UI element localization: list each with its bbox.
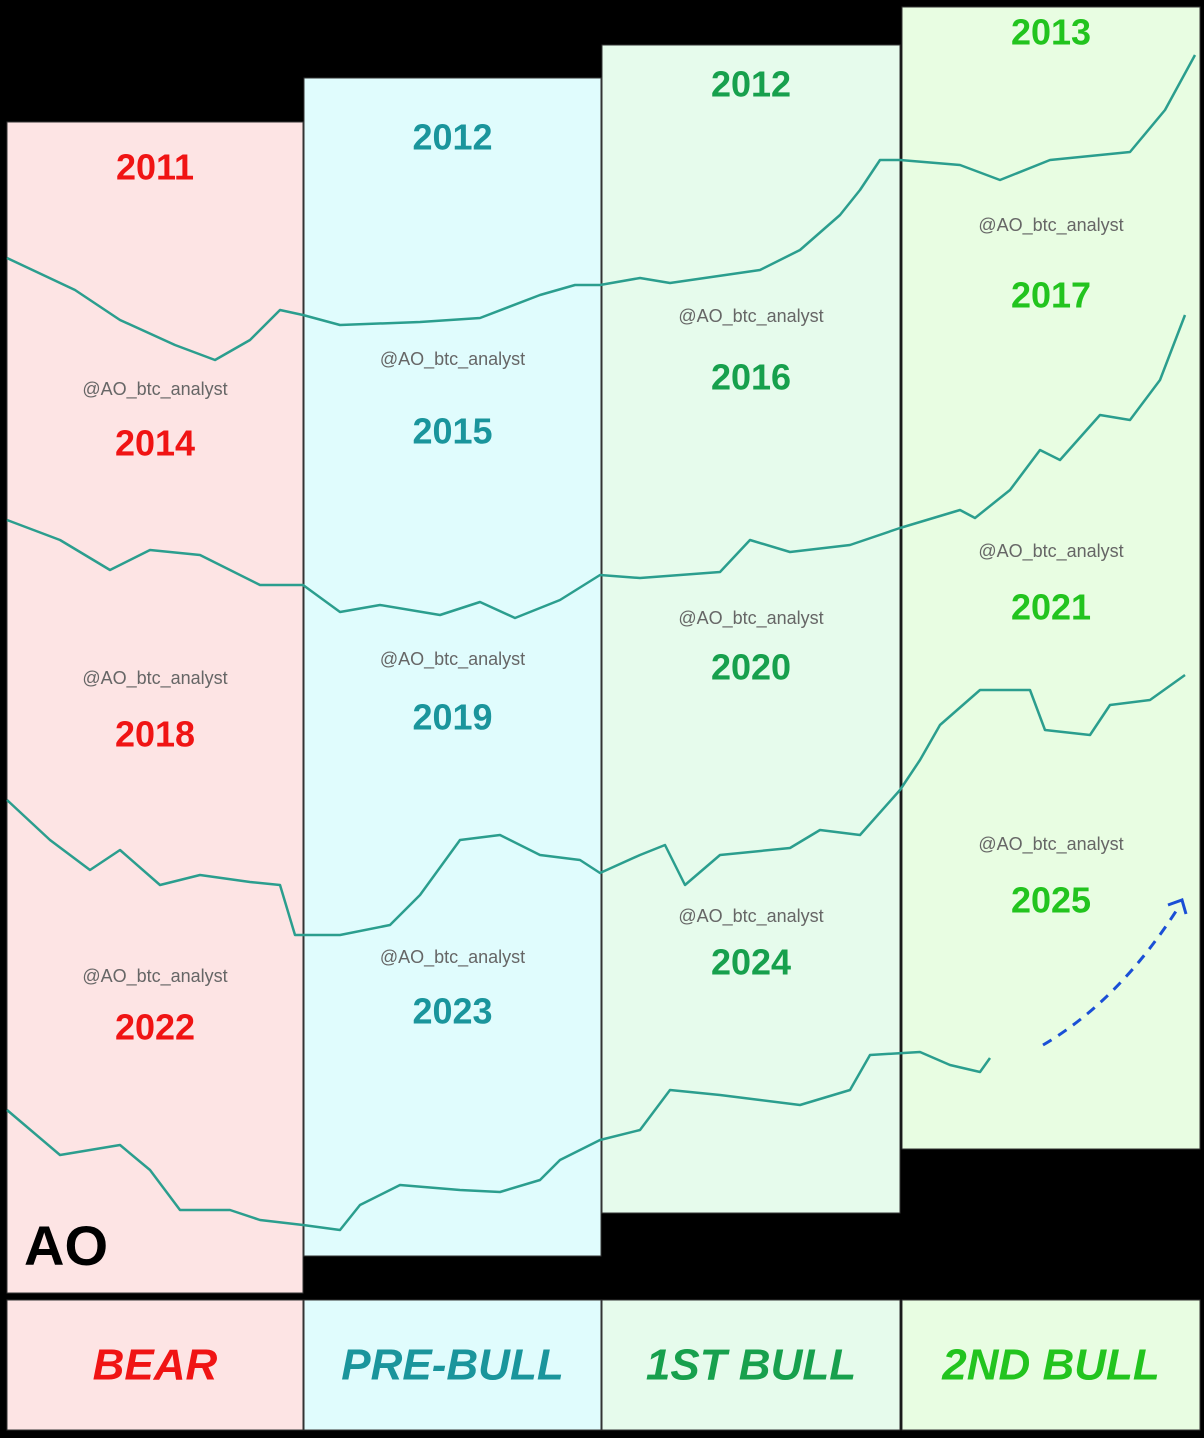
- phase-label: 2ND BULL: [941, 1341, 1160, 1390]
- watermark: @AO_btc_analyst: [380, 349, 525, 370]
- phase-panel: [601, 44, 901, 1214]
- year-label: 2011: [116, 147, 194, 188]
- watermark: @AO_btc_analyst: [678, 306, 823, 327]
- year-label: 2013: [1011, 12, 1091, 53]
- year-label: 2014: [115, 423, 195, 464]
- watermark: @AO_btc_analyst: [82, 379, 227, 400]
- phase-cell: [601, 1299, 901, 1431]
- year-label: 2012: [711, 64, 791, 105]
- year-label: 2024: [711, 942, 791, 983]
- phase-panel: [303, 77, 602, 1257]
- phase-label: 1ST BULL: [646, 1341, 856, 1390]
- price-path: [6, 1050, 992, 1232]
- watermark: @AO_btc_analyst: [82, 966, 227, 987]
- arrow-head: [1167, 898, 1188, 915]
- year-label: 2015: [412, 411, 492, 452]
- price-paths: [6, 54, 1197, 1232]
- watermark: @AO_btc_analyst: [978, 215, 1123, 236]
- watermark: @AO_btc_analyst: [978, 541, 1123, 562]
- projection-arrow: [1042, 904, 1182, 1047]
- watermark: @AO_btc_analyst: [82, 668, 227, 689]
- phase-panel: [6, 121, 304, 1294]
- year-label: 2012: [412, 117, 492, 158]
- year-label: 2023: [412, 991, 492, 1032]
- watermark: @AO_btc_analyst: [380, 947, 525, 968]
- price-path: [6, 54, 1197, 362]
- phase-cell: [6, 1299, 304, 1431]
- year-label: 2020: [711, 647, 791, 688]
- year-label: 2018: [115, 714, 195, 755]
- year-label: 2022: [115, 1007, 195, 1048]
- brand: AO: [24, 1214, 108, 1277]
- phase-label: PRE-BULL: [341, 1341, 563, 1390]
- phase-label: BEAR: [93, 1341, 218, 1390]
- watermark: @AO_btc_analyst: [678, 608, 823, 629]
- price-path: [6, 673, 1186, 937]
- phase-cell: [901, 1299, 1201, 1431]
- watermark: @AO_btc_analyst: [380, 649, 525, 670]
- price-path: [6, 314, 1187, 620]
- year-label: 2017: [1011, 275, 1091, 316]
- year-label: 2019: [412, 697, 492, 738]
- phase-cell: [303, 1299, 602, 1431]
- year-label: 2021: [1011, 587, 1091, 628]
- year-label: 2025: [1011, 880, 1091, 921]
- year-label: 2016: [711, 357, 791, 398]
- watermark: @AO_btc_analyst: [978, 834, 1123, 855]
- phase-panel: [901, 6, 1201, 1150]
- watermark: @AO_btc_analyst: [678, 906, 823, 927]
